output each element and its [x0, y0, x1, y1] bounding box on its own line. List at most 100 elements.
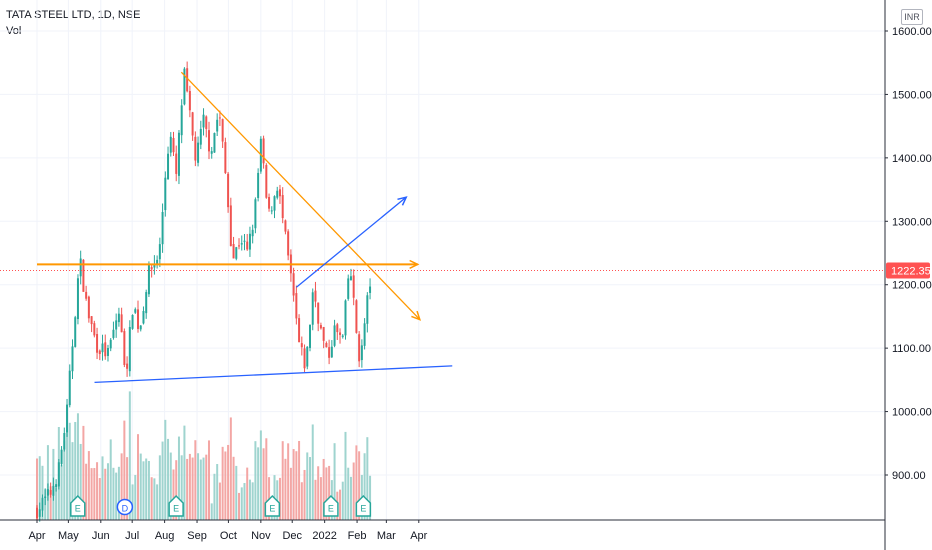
volume-bar	[216, 464, 219, 520]
event-marker-e[interactable]: E	[70, 494, 86, 517]
volume-bar	[243, 483, 246, 520]
candle-down	[96, 334, 99, 353]
candle-down	[314, 290, 317, 302]
candle-down	[358, 334, 361, 362]
volume-bar	[232, 456, 235, 520]
candle-down	[218, 117, 221, 119]
candle-up	[216, 119, 219, 132]
volume-bar	[142, 461, 145, 520]
candle-up	[202, 114, 205, 128]
volume-bar	[172, 469, 175, 520]
volume-bar	[139, 453, 142, 520]
x-tick-label: Jul	[125, 530, 139, 542]
candle-up	[344, 300, 347, 336]
event-marker-e[interactable]: E	[355, 494, 372, 517]
event-marker-e[interactable]: E	[168, 494, 184, 517]
volume-bar	[66, 426, 69, 520]
y-tick-label: 1500.00	[892, 89, 932, 101]
x-tick-label: Nov	[251, 530, 271, 542]
candle-up	[177, 132, 180, 176]
candle-down	[104, 342, 107, 357]
volume-bar	[355, 445, 358, 520]
candle-down	[355, 300, 358, 333]
candle-up	[363, 323, 366, 346]
candle-up	[101, 343, 104, 353]
marker-label: E	[328, 504, 334, 514]
volume-bar	[218, 482, 221, 520]
volume-bar	[229, 417, 232, 520]
candle-up	[360, 345, 363, 361]
volume-bar	[333, 443, 336, 520]
volume-bar	[248, 479, 251, 520]
x-tick-label: Sep	[187, 530, 207, 542]
currency-button[interactable]: INR	[901, 9, 923, 25]
volume-bar	[238, 492, 241, 520]
candle-up	[309, 324, 311, 348]
volume-bar	[224, 451, 227, 520]
volume-bar	[344, 431, 347, 520]
volume-bar	[188, 453, 191, 520]
volume-bar	[161, 441, 164, 520]
candle-up	[254, 199, 257, 229]
candle-down	[207, 130, 210, 152]
support-line	[94, 365, 453, 384]
event-marker-e[interactable]: E	[264, 494, 281, 517]
candle-up	[128, 326, 131, 372]
candle-up	[55, 484, 58, 488]
volume-bar	[117, 466, 120, 520]
x-tick-label: Mar	[377, 530, 396, 542]
volume-bar	[347, 467, 350, 520]
candle-down	[268, 197, 271, 209]
earnings-badge	[264, 494, 281, 517]
symbol-title[interactable]: TATA STEEL LTD, 1D, NSE	[6, 9, 141, 21]
candle-down	[191, 112, 194, 136]
volume-bar	[339, 489, 342, 520]
event-marker-d[interactable]: D	[116, 498, 134, 516]
volume-bar	[167, 438, 170, 520]
volume-bar	[164, 419, 167, 520]
candle-up	[210, 151, 213, 154]
candle-up	[197, 142, 200, 163]
candle-down	[287, 231, 290, 256]
candle-up	[115, 320, 118, 330]
candle-up	[183, 68, 186, 105]
marker-label: E	[269, 504, 275, 514]
volume-bar	[112, 467, 115, 520]
volume-bar	[259, 430, 262, 520]
candle-down	[232, 244, 235, 259]
candle-down	[224, 142, 227, 173]
candle-down	[238, 245, 241, 247]
x-tick-label: Jun	[92, 530, 110, 542]
volume-bar	[82, 425, 85, 520]
x-tick-label: Aug	[155, 530, 175, 542]
trendlines[interactable]	[0, 71, 885, 384]
volume-bar	[207, 440, 210, 520]
marker-label: E	[75, 504, 81, 514]
volume-bar	[156, 484, 159, 520]
volume-bar	[183, 425, 186, 520]
candle-down	[328, 347, 331, 358]
event-marker-e[interactable]: E	[323, 494, 339, 517]
volume-bar	[36, 458, 38, 520]
volume-bar	[169, 452, 172, 520]
volume-bar	[311, 424, 314, 520]
volume-bar	[317, 466, 320, 520]
candle-down	[227, 173, 230, 208]
volume-bar	[309, 457, 311, 520]
candle-up	[369, 286, 372, 293]
candle-up	[145, 292, 148, 314]
volume-bar	[262, 448, 265, 520]
volume-bar	[298, 440, 301, 520]
volume-bar	[221, 446, 224, 520]
candle-down	[352, 275, 355, 298]
candle-up	[147, 265, 150, 295]
candle-up	[164, 177, 167, 211]
candle-up	[270, 210, 273, 212]
candle-down	[85, 291, 88, 299]
volume-bar	[257, 447, 260, 520]
volume-bar	[137, 434, 140, 520]
candle-up	[46, 489, 49, 496]
volume-bar	[115, 472, 118, 520]
